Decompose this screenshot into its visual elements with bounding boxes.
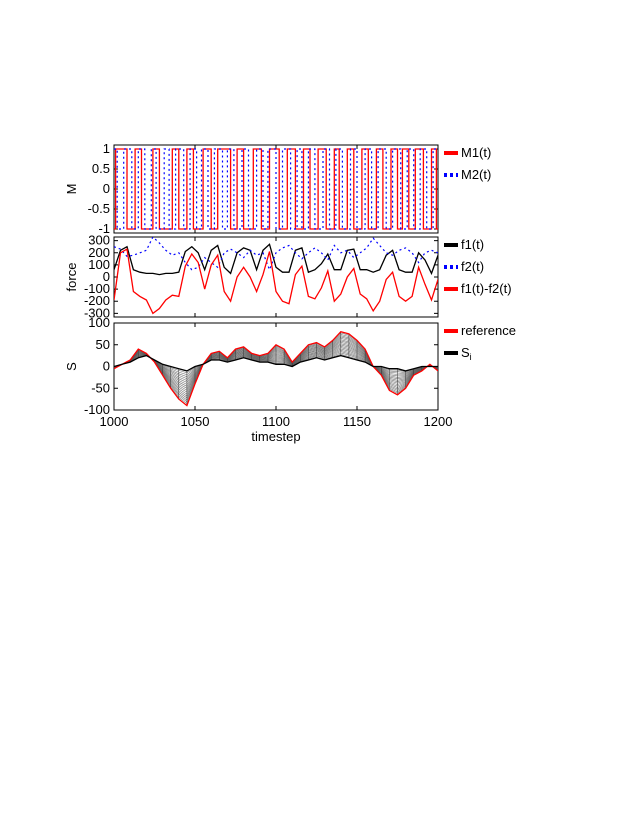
- series-line-m2-t-: [114, 148, 438, 230]
- legend-label: M2(t): [461, 167, 491, 182]
- y-tick-label: 0: [103, 269, 110, 284]
- y-tick-label: -100: [84, 281, 110, 296]
- y-tick-label: 1: [103, 141, 110, 156]
- y-tick-label: -100: [84, 402, 110, 417]
- y-tick-label: -0.5: [88, 201, 110, 216]
- x-tick-label: 1150: [343, 414, 371, 429]
- plot-area: [114, 330, 438, 407]
- y-tick-label: 0: [103, 181, 110, 196]
- x-axis-label: timestep: [251, 429, 300, 444]
- y-tick-label: 100: [88, 315, 110, 330]
- series-line-f2-t-: [114, 237, 438, 272]
- series-line-f1-t-f2-t-: [114, 248, 438, 315]
- y-tick-label: 0: [103, 359, 110, 374]
- x-tick-label: 1050: [181, 414, 210, 429]
- y-axis-label: S: [64, 362, 79, 371]
- y-tick-label: 100: [88, 257, 110, 272]
- series-line-m1-t-: [114, 148, 438, 230]
- y-tick-label: -50: [91, 380, 110, 395]
- y-tick-label: -300: [84, 305, 110, 320]
- plot-area: [114, 148, 438, 230]
- y-tick-label: -200: [84, 293, 110, 308]
- legend-label-sub: i: [470, 352, 472, 362]
- legend-label: f1(t): [461, 237, 484, 252]
- y-tick-label: 200: [88, 245, 110, 260]
- legend-label: Si: [461, 345, 472, 362]
- plot-area: [114, 237, 438, 315]
- y-tick-label: -1: [98, 221, 110, 236]
- series-line-f1-t-: [114, 243, 438, 276]
- y-tick-label: 300: [88, 233, 110, 248]
- series-line-s-i: [114, 354, 438, 372]
- legend-label: f2(t): [461, 259, 484, 274]
- y-tick-label: 50: [96, 337, 110, 352]
- y-axis-label: M: [64, 184, 79, 195]
- series-line-reference: [114, 330, 438, 407]
- x-tick-label: 1000: [100, 414, 129, 429]
- x-tick-label: 1200: [424, 414, 453, 429]
- legend-label: f1(t)-f2(t): [461, 281, 512, 296]
- legend-label: reference: [461, 323, 516, 338]
- panel-M: 1 0.5 0 -0.5 -1 M M1(t) M2(t): [64, 141, 491, 236]
- legend-label: M1(t): [461, 145, 491, 160]
- x-tick-label: 1100: [262, 414, 290, 429]
- y-tick-label: 0.5: [92, 161, 110, 176]
- y-axis-label: force: [64, 263, 79, 292]
- legend-label-main: S: [461, 345, 470, 360]
